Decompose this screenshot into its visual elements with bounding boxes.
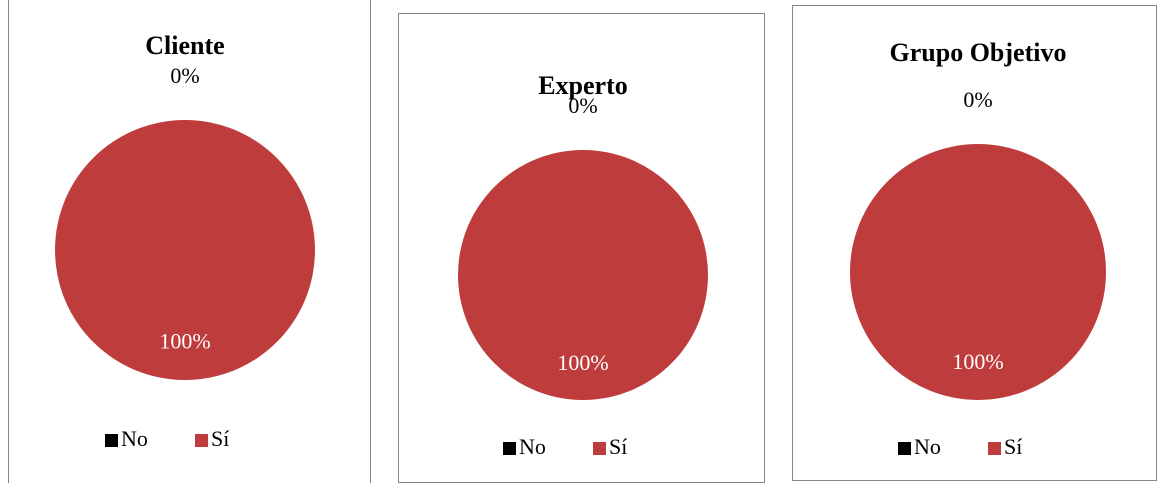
data-label: 0% xyxy=(963,87,992,112)
legend-label: Sí xyxy=(1004,434,1022,459)
data-label: 100% xyxy=(159,329,210,354)
chart-title: Experto xyxy=(538,71,628,100)
pie-slice xyxy=(850,144,1106,400)
data-label: 0% xyxy=(568,93,597,118)
pie-slice xyxy=(55,120,315,380)
legend-label: Sí xyxy=(211,426,229,451)
legend-label: No xyxy=(519,434,546,459)
legend-swatch xyxy=(105,434,118,447)
legend-swatch xyxy=(195,434,208,447)
legend-swatch xyxy=(503,442,516,455)
panel xyxy=(8,0,371,483)
panel xyxy=(792,5,1157,481)
pie-slice xyxy=(458,150,708,400)
data-label: 100% xyxy=(557,350,608,375)
legend-label: No xyxy=(121,426,148,451)
legend-label: Sí xyxy=(609,434,627,459)
legend-swatch xyxy=(988,442,1001,455)
legend-swatch xyxy=(898,442,911,455)
legend-label: No xyxy=(914,434,941,459)
chart-title: Cliente xyxy=(145,31,224,60)
chart-title: Grupo Objetivo xyxy=(890,38,1067,67)
data-label: 100% xyxy=(952,349,1003,374)
legend-swatch xyxy=(593,442,606,455)
data-label: 0% xyxy=(170,63,199,88)
